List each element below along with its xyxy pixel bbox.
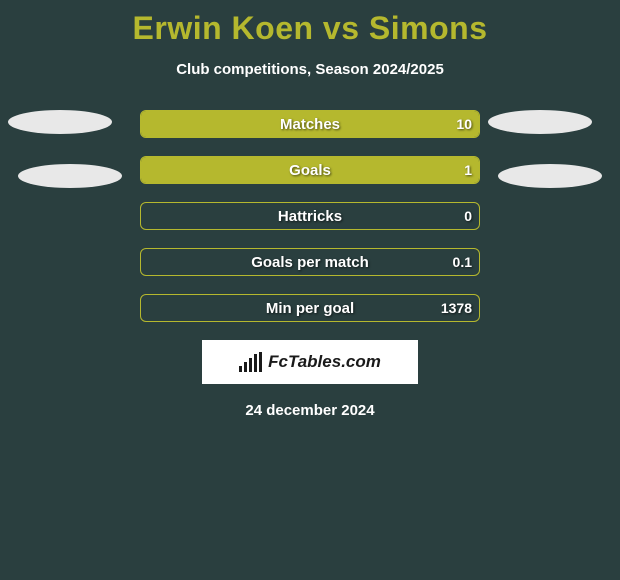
stat-row: Min per goal1378 <box>0 294 620 322</box>
bar-fill <box>141 111 479 137</box>
stat-row: Goals per match0.1 <box>0 248 620 276</box>
stat-row: Matches10 <box>0 110 620 138</box>
stat-row: Goals1 <box>0 156 620 184</box>
stat-row: Hattricks0 <box>0 202 620 230</box>
page-title: Erwin Koen vs Simons <box>0 0 620 47</box>
bars-icon <box>239 352 262 372</box>
date-label: 24 december 2024 <box>0 402 620 419</box>
bar-track <box>140 202 480 230</box>
bar-track <box>140 294 480 322</box>
subtitle: Club competitions, Season 2024/2025 <box>0 61 620 78</box>
comparison-rows: Matches10 Goals1 Hattricks0 Goals per match… <box>0 110 620 322</box>
logo-text: FcTables.com <box>268 352 381 372</box>
bar-fill <box>141 157 479 183</box>
bar-track <box>140 110 480 138</box>
bar-track <box>140 156 480 184</box>
logo-box: FcTables.com <box>202 340 418 384</box>
bar-track <box>140 248 480 276</box>
